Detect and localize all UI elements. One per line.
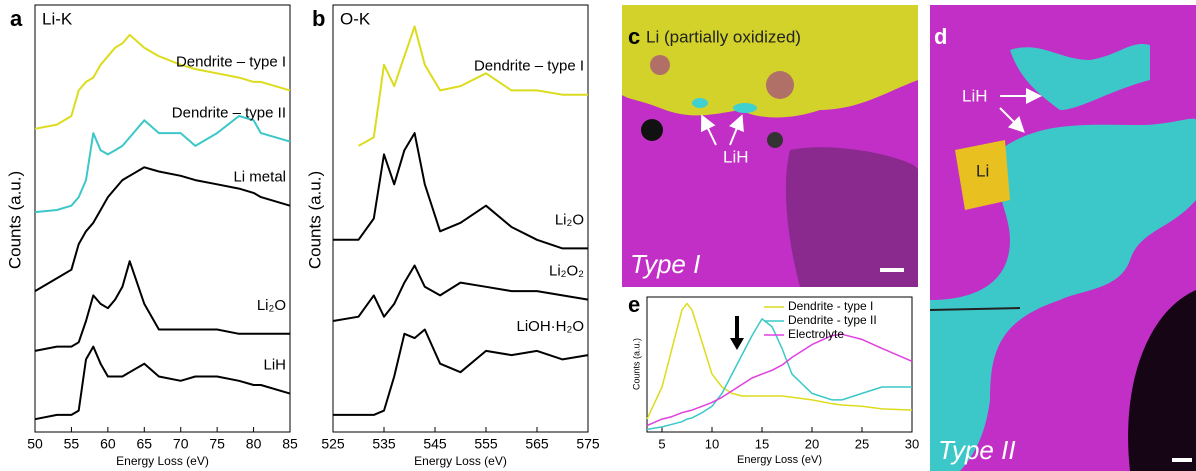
series-line [358,25,588,147]
series-line [34,260,290,352]
x-tick-label: 55 [64,436,80,452]
panel-label: d [934,24,947,49]
series-line [646,333,913,427]
arrow-head [730,338,744,350]
legend-label: Dendrite - type I [788,299,873,313]
x-tick-label: 555 [474,436,498,452]
chart-title: O-K [340,9,371,28]
map-region [1010,43,1150,110]
arrow [999,107,1025,133]
arrow [729,114,744,146]
series-line [34,345,291,421]
series-label: LiOH·H₂O [517,318,585,335]
series-line [646,302,913,420]
map-annotation: LiH [723,147,749,166]
series-line [34,115,291,214]
series-label: LiH [263,357,286,374]
series-line [332,264,589,322]
map-region [622,5,918,118]
x-tick-label: 70 [173,436,189,452]
y-axis-label: Counts (a.u.) [5,171,24,269]
panel-label: e [628,292,640,317]
series-label: Dendrite – type I [474,58,584,75]
map-region [785,147,918,287]
map-annotation: LiH [962,86,988,105]
panel-label: a [10,6,23,31]
map-region [1128,290,1196,471]
series-label: Li metal [233,169,286,186]
y-axis-label: Counts (a.u.) [305,171,324,269]
map-particle [650,55,670,75]
map-caption: Type I [630,249,700,279]
series-line [646,318,912,431]
arrow [700,114,717,146]
map-hole [641,119,663,141]
x-tick-label: 20 [805,436,819,451]
map-annotation: Li [976,161,989,180]
y-axis-label: Counts (a.u.) [631,338,641,390]
series-line [34,166,291,292]
x-tick-label: 525 [321,436,345,452]
series-label: Li₂O₂ [549,263,584,280]
plot-frame [332,4,589,433]
series-line [333,328,589,416]
map-li [955,140,1010,210]
series-line [34,33,291,130]
x-tick-label: 5 [658,436,665,451]
plot-frame [646,296,913,433]
map-region [930,118,1196,471]
scale-bar [880,268,904,272]
x-tick-label: 65 [136,436,152,452]
x-tick-label: 535 [372,436,396,452]
x-tick-label: 10 [705,436,719,451]
x-tick-label: 30 [905,436,919,451]
map-crack [929,307,1021,311]
x-tick-label: 80 [246,436,262,452]
x-axis-label: Energy Loss (eV) [116,454,209,468]
series-label: Dendrite – type II [172,105,286,122]
map-lih [733,103,757,113]
panel-label: b [312,6,325,31]
map-lih [692,98,708,108]
chart-title: Li-K [42,9,73,28]
x-tick-label: 60 [100,436,116,452]
plot-frame [34,4,291,433]
legend-label: Electrolyte [788,327,844,341]
x-axis-label: Energy Loss (eV) [737,454,822,466]
map-d: d LiH Li Type II [929,5,1196,471]
series-label: Dendrite – type I [176,53,286,70]
series-label: Li₂O [257,297,286,314]
x-tick-label: 575 [576,436,600,452]
x-axis-label: Energy Loss (eV) [414,454,507,468]
series-line [333,132,588,250]
map-hole [767,132,783,148]
panel-label: c [628,24,640,49]
scale-bar [1172,458,1192,462]
x-tick-label: 85 [282,436,298,452]
x-tick-label: 75 [209,436,225,452]
legend-label: Dendrite - type II [788,313,877,327]
series-label: Li₂O [555,211,584,228]
x-tick-label: 545 [423,436,447,452]
x-tick-label: 565 [525,436,549,452]
x-tick-label: 50 [27,436,43,452]
map-label: Li (partially oxidized) [646,27,801,46]
x-tick-label: 25 [855,436,869,451]
map-caption: Type II [938,435,1016,465]
x-tick-label: 15 [755,436,769,451]
map-c: c Li (partially oxidized) LiH Type I [622,5,918,287]
charts: 50 55 60 65 70 75 80 85 Energy Loss (eV) Counts (… [5,4,919,468]
map-particle [766,71,794,99]
